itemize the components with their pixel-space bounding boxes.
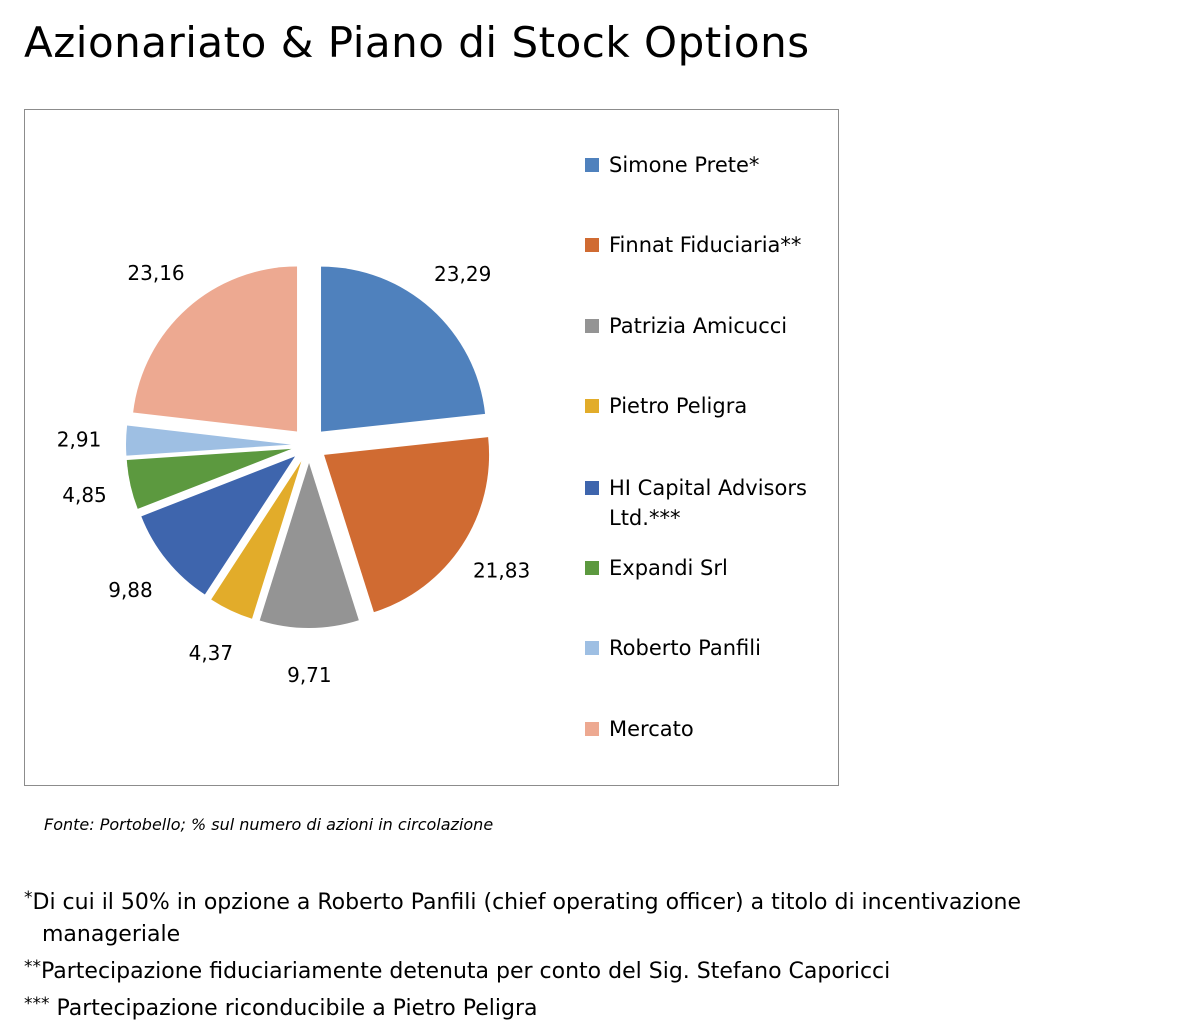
legend-label-6: Roberto Panfili	[609, 636, 761, 660]
pie-label-1: 21,83	[473, 559, 530, 583]
legend-label-3: Pietro Peligra	[609, 394, 748, 418]
pie-slice-4	[141, 456, 296, 595]
pie-label-0: 23,29	[434, 262, 491, 286]
pie-slice-6	[126, 425, 292, 456]
legend-swatch-4	[585, 481, 599, 495]
pie-slice-5	[126, 448, 292, 509]
pie-slice-3	[211, 461, 302, 619]
pie-label-4: 9,88	[108, 578, 153, 602]
legend-label-4: HI Capital Advisors Ltd.***	[609, 476, 807, 530]
legend-label-7: Mercato	[609, 717, 694, 741]
legend-label-1: Finnat Fiduciaria**	[609, 233, 802, 257]
legend-swatch-7	[585, 722, 599, 736]
pie-slice-2	[259, 462, 359, 628]
source-note: Fonte: Portobello; % sul numero di azion…	[44, 815, 494, 834]
legend-swatch-2	[585, 319, 599, 333]
pie-chart: 23,29 21,83 9,71 4,37 9,88 4,85 2,91 23,16 Simo…	[24, 109, 839, 786]
pie-chart-canvas: 23,29 21,83 9,71 4,37 9,88 4,85 2,91 23,16	[57, 261, 530, 687]
legend-label-0: Simone Prete*	[609, 153, 760, 177]
legend-swatch-5	[585, 561, 599, 575]
pie-label-6: 2,91	[57, 427, 102, 451]
legend-swatch-6	[585, 641, 599, 655]
pie-label-2: 9,71	[287, 663, 332, 687]
page-title: Azionariato & Piano di Stock Options	[24, 18, 810, 67]
pie-slice-7	[133, 266, 298, 432]
footnote-2: **Partecipazione fiduciariamente detenut…	[24, 957, 891, 984]
pie-label-3: 4,37	[189, 641, 234, 665]
footnote-1: *Di cui il 50% in opzione a Roberto Panf…	[24, 888, 1022, 915]
pie-slice-0	[321, 266, 486, 432]
footnotes: *Di cui il 50% in opzione a Roberto Panf…	[24, 882, 1174, 1025]
pie-label-7: 23,16	[127, 261, 184, 285]
pie-slice-1	[324, 437, 490, 613]
legend-swatch-0	[585, 158, 599, 172]
legend-swatch-3	[585, 399, 599, 413]
legend-label-2: Patrizia Amicucci	[609, 314, 788, 338]
pie-label-5: 4,85	[62, 483, 107, 507]
footnote-3: *** Partecipazione riconducibile a Pietr…	[24, 994, 538, 1021]
legend-swatch-1	[585, 238, 599, 252]
footnote-1-continuation: manageriale	[42, 922, 181, 947]
legend-label-5: Expandi Srl	[609, 556, 728, 580]
